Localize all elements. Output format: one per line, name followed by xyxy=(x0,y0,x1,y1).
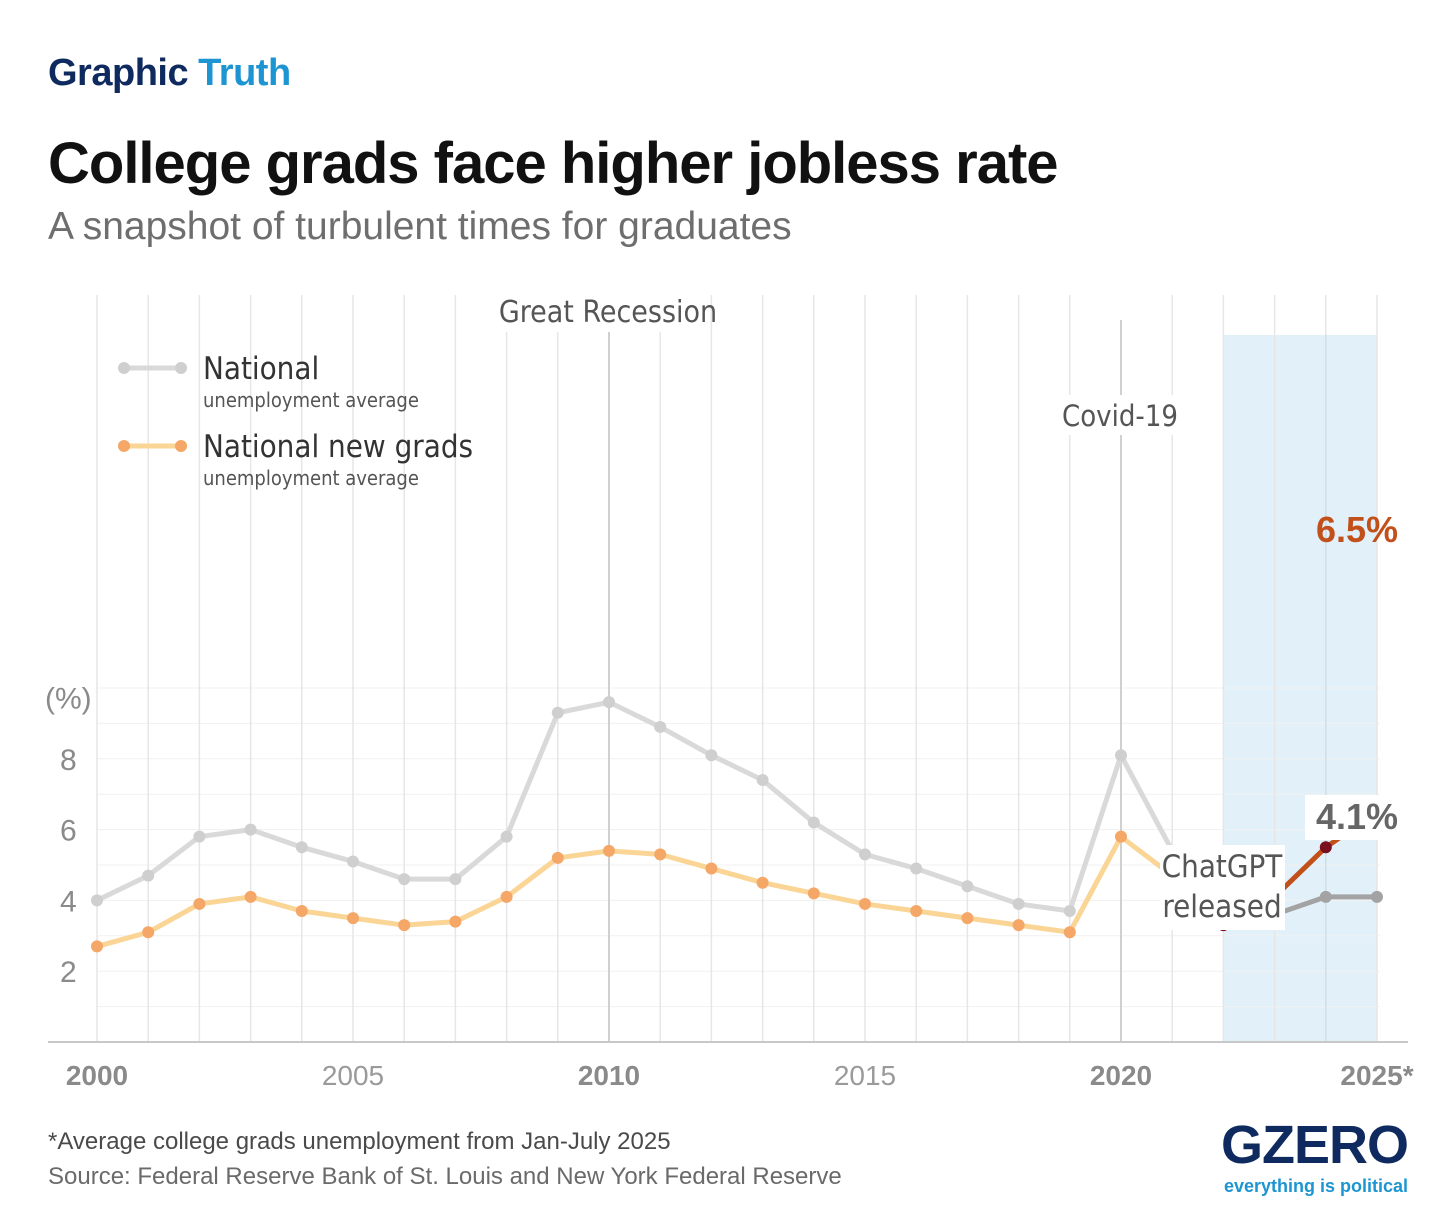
point-new-grads-2020 xyxy=(1115,830,1127,843)
point-new-grads-2012 xyxy=(705,862,718,875)
point-national-2004 xyxy=(295,841,308,854)
point-new-grads-2015 xyxy=(859,897,871,910)
point-national-2013 xyxy=(756,774,769,787)
point-national-2005 xyxy=(347,855,359,868)
point-new-grads-2006 xyxy=(398,919,411,932)
y-tick-label: 8 xyxy=(60,744,77,777)
legend-new-grads-sublabel: unemployment average xyxy=(203,466,419,490)
annotation-bg xyxy=(1305,795,1405,840)
point-national-2001 xyxy=(142,869,155,882)
annotation-bg xyxy=(505,292,710,332)
point-new-grads-2018 xyxy=(1012,919,1025,932)
point-national-2011 xyxy=(654,720,667,733)
point-new-grads-2010 xyxy=(603,844,615,857)
annotation-bg xyxy=(1058,395,1183,435)
y-tick-label: 6 xyxy=(60,815,77,848)
point-new-grads-2005 xyxy=(347,912,359,925)
point-national-2018 xyxy=(1012,897,1025,910)
point-national-2015 xyxy=(859,848,871,861)
point-new-grads-2002 xyxy=(193,897,206,910)
x-tick-label-2020: 2020 xyxy=(1090,1060,1152,1091)
point-new-grads-2016 xyxy=(910,905,923,918)
legend-new-grads-dot xyxy=(118,440,130,452)
point-new-grads-2019 xyxy=(1063,926,1076,939)
end-label-national: 4.1% xyxy=(1316,796,1398,837)
point-new-grads-2004 xyxy=(295,905,308,918)
point-national-2008 xyxy=(500,830,513,843)
legend-new-grads-label: National new grads xyxy=(203,429,473,465)
point-new-grads-2003 xyxy=(244,890,257,903)
annotation-chatgpt-line2: released xyxy=(1162,889,1281,925)
point-new-grads-2013 xyxy=(756,876,769,889)
annotation-covid: Covid-19 xyxy=(1062,399,1178,433)
y-axis-label: (%) xyxy=(45,683,92,716)
point-new-grads-2009 xyxy=(551,851,564,864)
chart-title: College grads face higher jobless rate xyxy=(48,131,1059,196)
legend-national-dot xyxy=(175,362,187,374)
point-new-grads-2007 xyxy=(449,915,462,928)
point-new-grads-2008 xyxy=(500,890,513,903)
point-national-2003 xyxy=(244,823,257,836)
footnote: *Average college grads unemployment from… xyxy=(48,1128,671,1155)
point-national-2007 xyxy=(449,873,462,886)
point-national-2020 xyxy=(1115,749,1127,762)
legend-national-sublabel: unemployment average xyxy=(203,388,419,412)
point-national-2019 xyxy=(1063,905,1076,918)
point-national-2010 xyxy=(603,696,615,709)
point-new-grads-2024 xyxy=(1319,841,1332,854)
point-new-grads-2000 xyxy=(91,940,103,953)
source-note: Source: Federal Reserve Bank of St. Loui… xyxy=(48,1163,842,1190)
point-national-2006 xyxy=(398,873,411,886)
y-tick-label: 4 xyxy=(60,885,77,918)
legend-national-label: National xyxy=(203,351,319,387)
logo-wordmark: GZERO xyxy=(1220,1115,1409,1175)
end-label-new-grads: 6.5% xyxy=(1316,509,1398,550)
point-new-grads-2014 xyxy=(807,887,820,900)
point-national-2000 xyxy=(91,894,103,907)
point-national-2002 xyxy=(193,830,206,843)
line-chart: (%) 2 4 6 8 2000 2005 2010 2015 2020 2025* National… xyxy=(45,292,1414,1091)
point-new-grads-2017 xyxy=(961,912,974,925)
kicker-truth: Truth xyxy=(198,52,291,94)
point-national-2014 xyxy=(807,816,820,829)
x-tick-label-2025: 2025* xyxy=(1340,1060,1413,1091)
point-national-2016 xyxy=(910,862,923,875)
annotation-great-recession: Great Recession xyxy=(499,295,717,330)
point-national-2024 xyxy=(1319,890,1332,903)
point-national-2009 xyxy=(551,706,564,719)
x-tick-label-2015: 2015 xyxy=(834,1060,896,1091)
chart-subtitle: A snapshot of turbulent times for gradua… xyxy=(48,205,792,248)
point-new-grads-2011 xyxy=(654,848,667,861)
legend-new-grads-dot xyxy=(175,440,187,452)
x-tick-label-2000: 2000 xyxy=(66,1060,128,1091)
point-new-grads-2001 xyxy=(142,926,155,939)
x-tick-label-2005: 2005 xyxy=(322,1060,384,1091)
kicker-graphic: Graphic xyxy=(48,52,189,94)
point-national-2025 xyxy=(1371,890,1383,903)
y-tick-label: 2 xyxy=(60,956,77,989)
annotation-chatgpt-line1: ChatGPT xyxy=(1162,849,1284,885)
legend-national-dot xyxy=(118,362,130,374)
annotation-bg xyxy=(1160,845,1285,930)
point-national-2012 xyxy=(705,749,718,762)
kicker: Graphic Truth xyxy=(48,52,291,95)
logo-tagline: everything is political xyxy=(1223,1176,1408,1196)
gzero-logo: GZERO everything is political xyxy=(1220,1115,1409,1197)
x-tick-label-2010: 2010 xyxy=(578,1060,640,1091)
point-national-2017 xyxy=(961,880,974,893)
